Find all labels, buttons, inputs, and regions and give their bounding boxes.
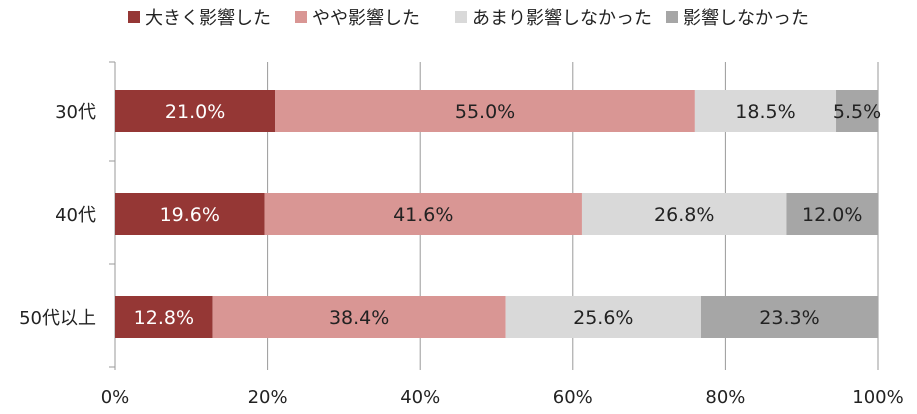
bar-segment xyxy=(115,193,265,235)
bar-segment xyxy=(275,90,695,132)
bar-segment xyxy=(700,296,878,338)
legend-item-3: あまり影響しなかった xyxy=(455,8,652,29)
legend-swatch xyxy=(128,11,140,23)
data-labels: 21.0% 55.0% 18.5% 5.5% 19.6% 41.6% 26.8% 12.0% 1… xyxy=(134,101,882,329)
legend-label: やや影響した xyxy=(312,8,420,29)
bar-segment xyxy=(115,90,276,132)
category-labels: 30代 40代 50代以上 xyxy=(19,102,96,329)
x-tick-label: 0% xyxy=(101,387,130,408)
data-label: 25.6% xyxy=(573,307,633,329)
x-tick-labels: 0% 20% 40% 60% 80% 100% xyxy=(101,387,904,408)
bar-segment xyxy=(836,90,878,132)
legend-swatch xyxy=(455,11,467,23)
legend-label: 影響しなかった xyxy=(683,8,809,29)
bar-segment xyxy=(505,296,701,338)
legend-swatch xyxy=(666,11,678,23)
data-label: 19.6% xyxy=(160,204,220,226)
legend-item-4: 影響しなかった xyxy=(666,8,809,29)
data-label: 23.3% xyxy=(759,307,819,329)
x-tick-label: 40% xyxy=(400,387,440,408)
data-label: 21.0% xyxy=(165,101,225,123)
category-label: 50代以上 xyxy=(19,308,96,329)
data-label: 55.0% xyxy=(455,101,515,123)
bar-segment xyxy=(115,296,213,338)
data-label: 12.0% xyxy=(802,204,862,226)
legend-label: あまり影響しなかった xyxy=(472,8,652,29)
data-label: 26.8% xyxy=(654,204,714,226)
bar-segment xyxy=(212,296,506,338)
data-label: 18.5% xyxy=(735,101,795,123)
bar-segment xyxy=(581,193,787,235)
category-label: 40代 xyxy=(55,205,96,226)
legend-swatch xyxy=(295,11,307,23)
x-tick-label: 20% xyxy=(248,387,288,408)
data-label: 38.4% xyxy=(329,307,389,329)
category-label: 30代 xyxy=(55,102,96,123)
data-label: 12.8% xyxy=(134,307,194,329)
bar-segment xyxy=(786,193,878,235)
axes xyxy=(109,61,116,370)
x-tick-label: 80% xyxy=(705,387,745,408)
bars xyxy=(115,90,878,338)
legend: 大きく影響した やや影響した あまり影響しなかった 影響しなかった xyxy=(128,8,809,29)
legend-item-1: 大きく影響した xyxy=(128,8,271,29)
legend-label: 大きく影響した xyxy=(145,8,271,29)
legend-item-2: やや影響した xyxy=(295,8,420,29)
data-label: 41.6% xyxy=(393,204,453,226)
x-tick-label: 60% xyxy=(553,387,593,408)
bar-segment xyxy=(264,193,582,235)
x-tick-label: 100% xyxy=(852,387,903,408)
bar-segment xyxy=(694,90,837,132)
data-label: 5.5% xyxy=(833,101,881,123)
